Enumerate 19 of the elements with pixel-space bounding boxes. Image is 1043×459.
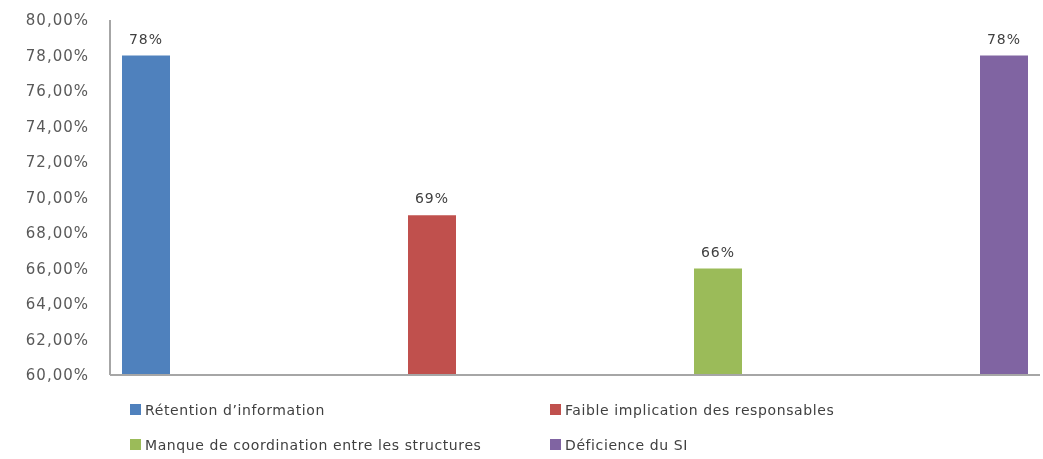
y-tick-label: 68,00% bbox=[25, 224, 89, 243]
y-tick-label: 62,00% bbox=[25, 330, 89, 349]
data-label: 78% bbox=[986, 30, 1022, 47]
legend-label: Rétention d’information bbox=[145, 401, 325, 418]
data-label: 66% bbox=[700, 243, 736, 260]
y-tick-label: 80,00% bbox=[25, 11, 89, 30]
y-tick-label: 66,00% bbox=[25, 259, 89, 278]
data-label: 69% bbox=[414, 190, 450, 207]
legend-label: Déficience du SI bbox=[565, 436, 688, 453]
y-tick-label: 64,00% bbox=[25, 295, 89, 314]
y-tick-label: 70,00% bbox=[25, 188, 89, 207]
legend-label: Faible implication des responsables bbox=[565, 401, 835, 418]
legend-label: Manque de coordination entre les structures bbox=[145, 436, 482, 453]
y-tick-label: 72,00% bbox=[25, 153, 89, 172]
data-label: 78% bbox=[128, 30, 164, 47]
y-tick-label: 74,00% bbox=[25, 117, 89, 136]
y-tick-label: 76,00% bbox=[25, 82, 89, 101]
y-tick-label: 78,00% bbox=[25, 46, 89, 65]
y-tick-label: 60,00% bbox=[25, 366, 89, 385]
